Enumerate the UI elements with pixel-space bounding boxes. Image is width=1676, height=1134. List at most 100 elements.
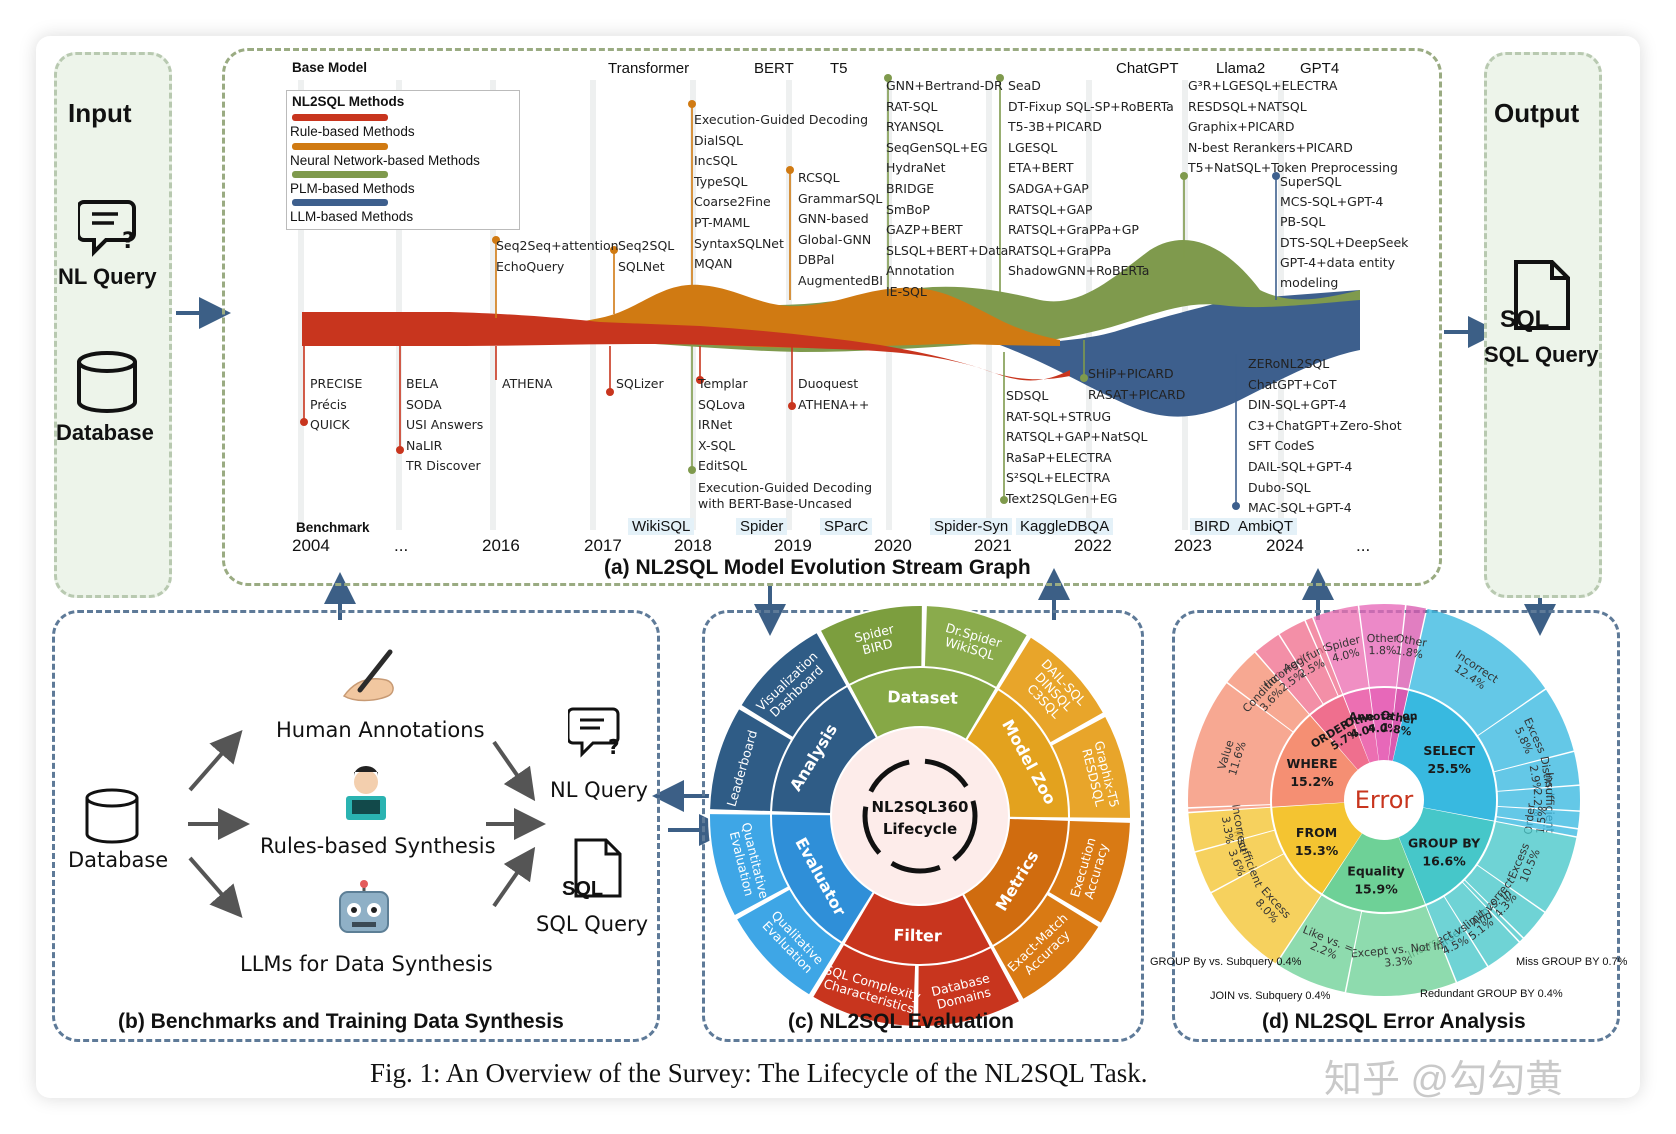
eval-inner-segment — [844, 893, 990, 964]
benchmark-panel — [52, 610, 660, 1042]
benchmark-panel-title: (b) Benchmarks and Training Data Synthes… — [118, 1010, 564, 1033]
note-redundant-groupby: Redundant GROUP BY 0.4% — [1420, 988, 1563, 1000]
models-sdsql: SDSQL RAT-SQL+STRUG RATSQL+GAP+NatSQL Ra… — [1006, 388, 1148, 506]
base-model-t5: T5 — [830, 60, 848, 77]
bench-sql-query-label: SQL Query — [536, 912, 649, 936]
error-outer-label: Other1.8% — [1393, 632, 1428, 662]
models-precise: PRECISE Précis QUICK — [310, 376, 363, 433]
eval-inner-segment — [850, 668, 996, 739]
sql-file-icon — [1514, 260, 1570, 330]
error-outer-segment — [1313, 605, 1369, 694]
eval-outer-segment — [821, 606, 922, 684]
error-inner-label: SELECT — [1423, 743, 1475, 758]
error-outer-segment — [1409, 608, 1546, 736]
error-inner-segment — [1272, 715, 1358, 807]
error-inner-segment — [1392, 690, 1496, 821]
svg-text:?: ? — [122, 229, 135, 254]
models-zeronl2sql: ZERoNL2SQL ChatGPT+CoT DIN-SQL+GPT-4 C3+… — [1248, 356, 1402, 516]
error-sunburst: Incorrect12.4%Excess5.8%Distinct2.9%Insu… — [1188, 604, 1580, 996]
legend-swatch-rule — [292, 114, 388, 121]
benchmark-bird: BIRD — [1190, 518, 1234, 535]
error-outer-segment — [1211, 854, 1321, 964]
models-templar: Templar SQLova IRNet X-SQL EditSQL — [698, 376, 748, 474]
human-annotations-label: Human Annotations — [276, 718, 485, 742]
year-2023: 2023 — [1174, 536, 1212, 555]
output-panel — [1484, 52, 1602, 598]
year-2021: 2021 — [974, 536, 1012, 555]
year-2004: 2004 — [292, 536, 330, 555]
input-title: Input — [68, 98, 132, 128]
year-ellipsis-1: ... — [394, 536, 409, 555]
error-inner-segment — [1322, 833, 1425, 912]
note-groupby-subquery: GROUP By vs. Subquery 0.4% — [1150, 956, 1302, 968]
models-duoquest: Duoquest ATHENA++ — [798, 376, 870, 412]
stem-dots — [300, 74, 1280, 510]
eval-inner-segment — [964, 818, 1068, 945]
stream-llm — [1000, 290, 1360, 417]
error-outer-segment — [1305, 617, 1343, 696]
bench-database-icon — [85, 788, 139, 844]
eval-outer-segment — [993, 895, 1099, 999]
error-inner-pct: 15.9% — [1354, 882, 1398, 897]
error-inner-label: GROUP BY — [1408, 836, 1481, 851]
base-model-label: Base Model — [292, 60, 368, 75]
error-inner-segment — [1369, 688, 1396, 761]
models-exec-bert: Execution-Guided Decoding with BERT-Base… — [698, 480, 873, 511]
base-model-bert: BERT — [754, 60, 794, 77]
legend-swatch-llm — [292, 199, 388, 206]
eval-outer-segment — [918, 948, 1019, 1026]
timeline-stems — [303, 78, 1277, 506]
llm-synthesis-label: LLMs for Data Synthesis — [240, 952, 493, 976]
error-inner-segment — [1343, 689, 1379, 763]
legend-swatch-nn — [292, 143, 388, 150]
error-outer-segment — [1359, 604, 1405, 687]
eval-outer-segment — [999, 637, 1103, 743]
developer-icon — [346, 766, 386, 820]
models-g3r: G³R+LGESQL+ELECTRA RESDSQL+NATSQL Graphi… — [1188, 78, 1398, 176]
year-2019: 2019 — [774, 536, 812, 555]
eval-outer-segment — [737, 889, 841, 995]
models-ship: SHiP+PICARD RASAT+PICARD — [1088, 366, 1186, 402]
stream-rule — [302, 312, 1070, 381]
stream-graph-title: (a) NL2SQL Model Evolution Stream Graph — [604, 556, 1031, 579]
legend-plm: PLM-based Methods — [290, 181, 415, 196]
error-inner-segment — [1272, 802, 1362, 894]
output-title: Output — [1494, 98, 1580, 128]
eval-center-subtitle: Lifecycle — [883, 820, 957, 838]
rules-synthesis-label: Rules-based Synthesis — [260, 834, 496, 858]
error-inner-label: Equality — [1347, 864, 1405, 879]
models-sead: SeaD DT-Fixup SQL-SP+RoBERTa T5-3B+PICAR… — [1008, 78, 1174, 279]
error-outer-segment — [1397, 605, 1426, 689]
legend-title: NL2SQL Methods — [292, 94, 405, 109]
error-outer-label: Incorrect3.3% — [1217, 803, 1250, 856]
eval-inner-segment — [772, 687, 876, 814]
error-outer-segment — [1188, 683, 1293, 808]
hand-writing-icon — [342, 649, 394, 702]
error-inner-pct: 15.2% — [1290, 774, 1334, 789]
error-outer-segment — [1255, 634, 1323, 714]
benchmark-spider: Spider — [736, 518, 788, 535]
benchmark-spider-syn: Spider-Syn — [930, 518, 1013, 535]
models-rcsql: RCSQL GrammarSQL GNN-based Global-GNN DB… — [798, 170, 883, 288]
error-outer-segment — [1494, 752, 1580, 791]
error-outer-segment — [1478, 689, 1574, 772]
database-icon — [77, 351, 137, 413]
models-gnn-bertrand: GNN+Bertrand-DR RAT-SQL RYANSQL SeqGenSQ… — [886, 78, 1009, 299]
eval-outer-segment — [1049, 820, 1130, 923]
base-model-llama2: Llama2 — [1216, 60, 1266, 77]
error-outer-segment — [1496, 817, 1578, 837]
error-inner-label: FROM — [1296, 825, 1337, 840]
error-outer-segment — [1477, 821, 1577, 912]
bench-nl-query-label: NL Query — [550, 778, 648, 802]
eval-outer-segment — [924, 606, 1027, 687]
error-outer-segment — [1195, 830, 1284, 892]
error-panel-title: (d) NL2SQL Error Analysis — [1262, 1010, 1526, 1033]
note-miss-groupby: Miss GROUP BY 0.7% — [1516, 956, 1628, 968]
benchmark-sparc: SParC — [820, 518, 873, 535]
stream-legend — [286, 90, 520, 230]
error-inner-label: WHERE — [1287, 756, 1338, 771]
year-2020: 2020 — [874, 536, 912, 555]
input-database-label: Database — [56, 420, 154, 445]
eval-inner-segment — [772, 814, 873, 942]
